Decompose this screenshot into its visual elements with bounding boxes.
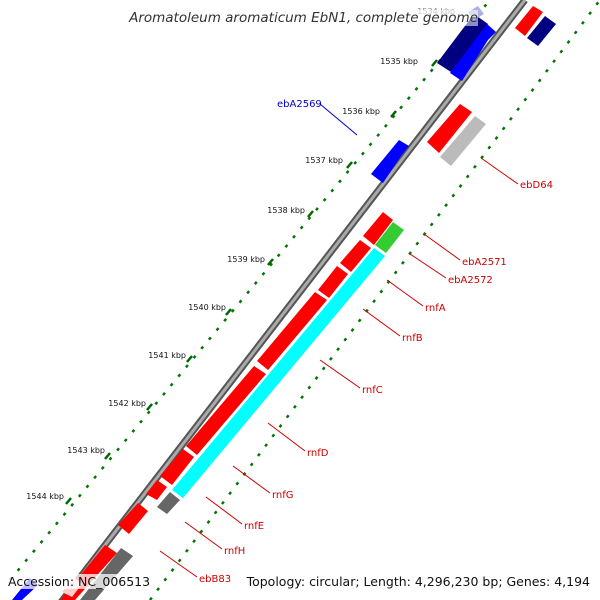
genes-label: Genes: xyxy=(506,574,551,589)
ruler-label: 1537 kbp xyxy=(305,156,343,165)
gene-label-rnfC[interactable]: rnfC xyxy=(362,385,383,396)
inner-dotted-ruler xyxy=(149,0,600,600)
gene-label-rnfA[interactable]: rnfA xyxy=(425,303,446,314)
ruler-label: 1539 kbp xyxy=(227,255,265,264)
topology-value: circular xyxy=(309,574,356,589)
gene-arrow-rnfB[interactable] xyxy=(257,292,327,370)
ruler-label: 1544 kbp xyxy=(26,492,64,501)
outer-dotted-ruler xyxy=(9,0,491,581)
rnf-feature-cyan[interactable] xyxy=(172,248,385,498)
gene-arrow-ebA2571[interactable] xyxy=(363,212,393,245)
gene-arrow-dark-blue[interactable] xyxy=(437,14,488,72)
genes-value: 4,194 xyxy=(554,574,590,589)
gene-label-ebA2569[interactable]: ebA2569 xyxy=(277,99,322,110)
ruler-label: 1536 kbp xyxy=(342,107,380,116)
gene-arrow-rnfA[interactable] xyxy=(318,266,348,298)
gene-arrow-rnfE[interactable] xyxy=(118,503,148,534)
accession-label: Accession: xyxy=(8,574,75,589)
gene-label-rnfG[interactable]: rnfG xyxy=(272,490,294,501)
rnf-feature-grey[interactable] xyxy=(157,492,180,514)
gene-arrow-rnfG[interactable] xyxy=(146,480,167,500)
accession-value: NC_006513 xyxy=(78,574,151,589)
length-value: 4,296,230 bp xyxy=(414,574,499,589)
genome-summary: Topology: circular; Length: 4,296,230 bp… xyxy=(244,574,592,589)
accession-info: Accession: NC_006513 xyxy=(6,574,153,589)
ruler-label: 1543 kbp xyxy=(67,446,105,455)
gene-arrow-navy-top[interactable] xyxy=(527,16,556,46)
ruler-label: 1540 kbp xyxy=(188,303,226,312)
gene-label-rnfE[interactable]: rnfE xyxy=(244,521,264,532)
ruler-label: 1538 kbp xyxy=(267,206,305,215)
gene-label-rnfB[interactable]: rnfB xyxy=(402,333,423,344)
gene-arrow-rnfC[interactable] xyxy=(186,366,266,455)
gene-arrow-ebA2569[interactable] xyxy=(371,140,409,183)
gene-arrow-red-top[interactable] xyxy=(515,6,543,36)
ruler-ticks xyxy=(65,9,481,505)
map-title: Aromatoleum aromaticum EbN1, complete ge… xyxy=(129,10,478,26)
gene-label-ebA2572[interactable]: ebA2572 xyxy=(448,275,493,286)
gene-label-rnfD[interactable]: rnfD xyxy=(307,448,329,459)
gene-arrow-rnfD[interactable] xyxy=(160,449,194,485)
length-label: Length: xyxy=(363,574,411,589)
topology-label: Topology: xyxy=(246,574,306,589)
gene-arrow-ebD64-red[interactable] xyxy=(427,104,472,153)
label-leaders xyxy=(159,103,519,578)
rnf-feature-green[interactable] xyxy=(375,222,404,253)
ruler-label: 1541 kbp xyxy=(148,351,186,360)
gene-arrow-ebD64-grey[interactable] xyxy=(440,116,486,166)
gene-labels: ebA2569 ebD64 ebA2571 ebA2572 rnfA rnfB … xyxy=(199,99,553,585)
ruler-label: 1542 kbp xyxy=(108,399,146,408)
gene-label-rnfH[interactable]: rnfH xyxy=(224,546,245,557)
ruler-label: 1535 kbp xyxy=(380,57,418,66)
gene-arrow-blue[interactable] xyxy=(450,24,496,81)
gene-label-ebD64[interactable]: ebD64 xyxy=(520,180,553,191)
gene-arrow-ebA2572[interactable] xyxy=(340,240,371,272)
gene-label-ebB83[interactable]: ebB83 xyxy=(199,574,231,585)
gene-label-ebA2571[interactable]: ebA2571 xyxy=(462,257,507,268)
